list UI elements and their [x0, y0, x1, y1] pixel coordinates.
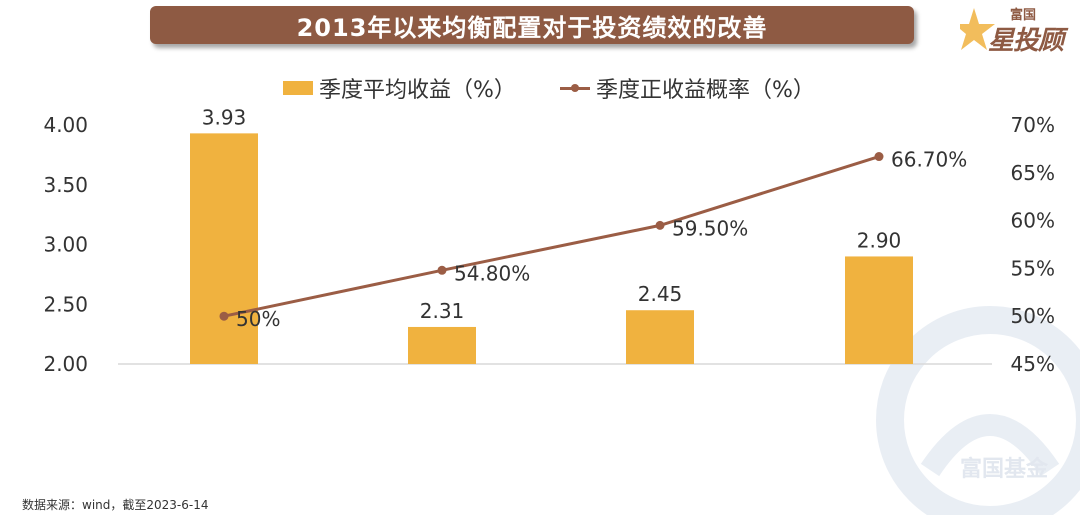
legend-item-bar: 季度平均收益（%）	[283, 74, 516, 103]
left-tick-label: 4.00	[43, 113, 88, 137]
bar-data-label: 2.31	[420, 299, 465, 323]
bar	[626, 310, 694, 364]
legend-bar-label: 季度平均收益（%）	[319, 78, 516, 103]
chart-title: 2013年以来均衡配置对于投资绩效的改善	[150, 6, 914, 44]
left-tick-label: 3.50	[43, 173, 88, 197]
line-point	[874, 152, 884, 162]
star-icon	[960, 8, 995, 50]
bar-data-label: 2.90	[857, 228, 902, 252]
right-tick-label: 45%	[1011, 352, 1055, 376]
bar-data-label: 3.93	[202, 105, 247, 129]
left-axis: 4.00 3.50 3.00 2.50 2.00	[43, 113, 88, 376]
bar	[845, 256, 913, 364]
bar	[408, 326, 476, 364]
line-point	[655, 220, 665, 230]
line-data-label: 66.70%	[891, 148, 967, 172]
bar-data-label: 2.45	[638, 282, 683, 306]
brand-main-text: 星投顾	[988, 26, 1064, 56]
source-note: 数据来源：wind，截至2023-6-14	[22, 498, 209, 512]
line-data-label: 59.50%	[672, 216, 748, 240]
line-data-label: 50%	[236, 307, 280, 331]
line-series: 50% 54.80% 59.50% 66.70%	[219, 148, 967, 331]
watermark: 富国基金	[876, 306, 1080, 515]
line-point	[437, 265, 447, 275]
bar-series: 3.93 2.31 2.45 2.90	[190, 105, 913, 364]
right-tick-label: 55%	[1011, 256, 1055, 280]
right-tick-label: 70%	[1011, 113, 1055, 137]
left-tick-label: 2.00	[43, 352, 88, 376]
right-tick-label: 65%	[1011, 161, 1055, 185]
line-data-label: 54.80%	[454, 261, 530, 285]
legend-line-label: 季度正收益概率（%）	[596, 78, 815, 103]
right-tick-label: 50%	[1011, 304, 1055, 328]
bar	[190, 133, 258, 364]
legend-item-line: 季度正收益概率（%）	[560, 74, 815, 103]
legend-line-swatch	[560, 81, 590, 95]
right-axis: 70% 65% 60% 55% 50% 45%	[1011, 113, 1055, 376]
legend-bar-swatch	[283, 81, 313, 95]
brand-top-text: 富国	[1010, 8, 1037, 23]
series-line	[223, 155, 880, 318]
watermark-text: 富国基金	[960, 456, 1049, 482]
right-tick-label: 60%	[1011, 209, 1055, 233]
left-tick-label: 3.00	[43, 233, 88, 257]
line-point	[219, 311, 229, 321]
left-tick-label: 2.50	[43, 292, 88, 316]
